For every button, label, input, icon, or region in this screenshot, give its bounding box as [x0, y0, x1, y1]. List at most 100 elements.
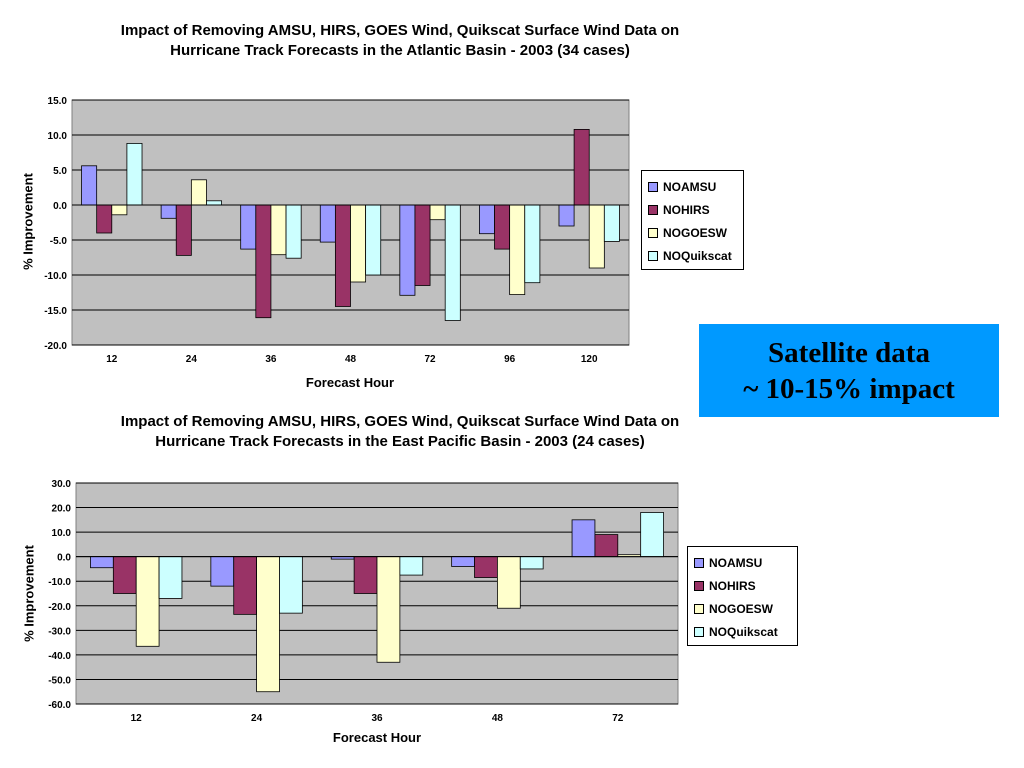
chart1-bar-nogoesw-36: [270, 204, 287, 256]
legend-item-noquikscat: NOQuikscat: [648, 244, 737, 267]
chart1-bar-noquikscat-36: [285, 204, 302, 259]
chart2-bar-nohirs-12: [112, 556, 137, 594]
chart1-legend: NOAMSU NOHIRS NOGOESW NOQuikscat: [641, 170, 744, 270]
satellite-impact-callout: Satellite data ~ 10-15% impact: [699, 324, 999, 417]
chart1-bar-nohirs-120: [573, 128, 590, 206]
chart2-bar-nohirs-24: [233, 556, 257, 615]
chart2-ytick-label: -10.0: [48, 577, 71, 588]
legend-item-noquikscat: NOQuikscat: [694, 620, 791, 643]
chart1-ytick-label: 10.0: [48, 131, 68, 142]
chart2-bar-noquikscat-36: [399, 556, 424, 576]
chart1-bar-noquikscat-72: [444, 204, 461, 321]
chart1-ytick-label: -5.0: [50, 236, 68, 247]
chart2-ytick-label: 20.0: [52, 504, 72, 515]
chart2-xtick-label: 72: [612, 713, 624, 724]
chart1-bar-noquikscat-12: [126, 142, 143, 206]
chart2-bar-noquikscat-24: [279, 556, 303, 614]
chart2-xtick-label: 12: [131, 713, 143, 724]
legend-swatch: [648, 250, 658, 261]
legend-label: NOGOESW: [709, 601, 774, 616]
legend-item-nogoesw: NOGOESW: [694, 597, 791, 620]
chart2-bar-nogoesw-12: [135, 556, 160, 647]
chart2-bar-noamsu-24: [210, 556, 235, 587]
chart1-xlabel: Forecast Hour: [305, 375, 395, 390]
chart2-bar-noquikscat-72: [640, 512, 664, 558]
chart2-ylabel: % Improvement: [21, 545, 37, 642]
chart1-bar-noamsu-72: [399, 204, 416, 296]
legend-item-nohirs: NOHIRS: [694, 574, 791, 597]
chart1-bar-nogoesw-12: [111, 204, 128, 216]
legend-label: NOGOESW: [663, 225, 728, 240]
legend-swatch: [694, 580, 704, 591]
chart1-title: Impact of Removing AMSU, HIRS, GOES Wind…: [60, 21, 740, 61]
chart2-xtick-label: 48: [492, 713, 504, 724]
chart1-bar-nohirs-24: [175, 204, 192, 256]
legend-item-noamsu: NOAMSU: [648, 175, 737, 198]
chart1-title-line1: Impact of Removing AMSU, HIRS, GOES Wind…: [120, 22, 680, 39]
chart2-title: Impact of Removing AMSU, HIRS, GOES Wind…: [60, 412, 740, 452]
chart2-ytick-label: -60.0: [48, 700, 71, 711]
callout-line1: Satellite data: [768, 336, 930, 369]
legend-label: NOQuikscat: [663, 248, 732, 263]
chart1-bar-noquikscat-120: [603, 204, 620, 242]
legend-swatch: [694, 626, 704, 637]
chart1-bar-nogoesw-48: [350, 204, 367, 283]
chart1-xtick-label: 36: [265, 354, 277, 365]
legend-item-nohirs: NOHIRS: [648, 198, 737, 221]
chart2-ytick-label: -40.0: [48, 651, 71, 662]
chart1-ytick-label: -10.0: [44, 271, 67, 282]
chart1-bar-noamsu-96: [479, 204, 495, 235]
chart2-bar-noamsu-12: [90, 556, 114, 569]
chart2-bar-nogoesw-36: [376, 556, 401, 663]
chart2-bar-nohirs-72: [594, 534, 619, 558]
chart1-bar-nohirs-12: [96, 204, 113, 234]
legend-item-nogoesw: NOGOESW: [648, 221, 737, 244]
chart2-xtick-label: 24: [251, 713, 263, 724]
chart1-bar-noamsu-120: [558, 204, 575, 227]
chart1-bar-noamsu-36: [240, 204, 257, 250]
chart1-ytick-label: 5.0: [53, 166, 67, 177]
chart1-bar-nogoesw-96: [509, 204, 526, 295]
chart2-bar-noamsu-48: [451, 556, 475, 567]
chart1-bar-nohirs-72: [414, 204, 431, 286]
chart2-ytick-label: 0.0: [57, 553, 71, 564]
chart1-xtick-label: 24: [186, 354, 198, 365]
chart1-xtick-label: 96: [504, 354, 516, 365]
chart1-bar-nohirs-48: [334, 204, 351, 307]
chart1-bar-noamsu-12: [81, 165, 98, 206]
chart1-title-line2: Hurricane Track Forecasts in the Atlanti…: [170, 42, 630, 59]
legend-label: NOQuikscat: [709, 624, 778, 639]
chart1-bar-noamsu-24: [160, 204, 177, 219]
chart2-ytick-label: 10.0: [52, 528, 72, 539]
chart2-bar-nohirs-48: [474, 556, 498, 578]
legend-swatch: [648, 227, 658, 238]
chart1-xtick-label: 12: [106, 354, 118, 365]
chart1-xtick-label: 120: [581, 354, 598, 365]
chart1-bar-noamsu-48: [319, 204, 336, 243]
chart1-bar-nohirs-36: [255, 204, 272, 319]
chart1-ytick-label: -20.0: [44, 341, 67, 352]
chart2-ytick-label: -50.0: [48, 675, 71, 686]
chart1-bar-nohirs-96: [494, 204, 511, 250]
chart1-xtick-label: 48: [345, 354, 357, 365]
chart1-ytick-label: 15.0: [48, 96, 68, 107]
legend-label: NOAMSU: [709, 555, 763, 570]
chart2-bar-nogoesw-24: [256, 556, 280, 693]
chart1-bar-nogoesw-24: [190, 179, 207, 206]
legend-swatch: [694, 603, 704, 614]
chart1-ylabel: % Improvement: [20, 173, 36, 270]
chart2-ytick-label: -20.0: [48, 602, 71, 613]
legend-swatch: [648, 204, 658, 215]
chart1-bar-noquikscat-48: [365, 204, 382, 276]
chart2-xtick-label: 36: [371, 713, 383, 724]
legend-label: NOAMSU: [663, 179, 717, 194]
chart1-xtick-label: 72: [425, 354, 437, 365]
chart2-ytick-label: 30.0: [52, 479, 72, 490]
legend-item-noamsu: NOAMSU: [694, 551, 791, 574]
chart2-bar-noquikscat-12: [158, 556, 183, 599]
chart1-ytick-label: -15.0: [44, 306, 67, 317]
legend-label: NOHIRS: [709, 578, 756, 593]
chart2-bar-nogoesw-48: [496, 556, 521, 609]
legend-swatch: [694, 557, 704, 568]
